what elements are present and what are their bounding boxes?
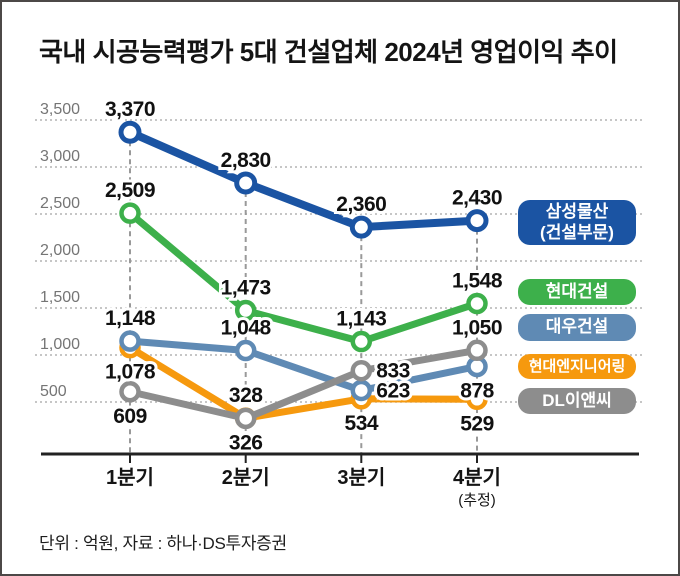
value-label-samsung-ct: 2,430	[452, 187, 502, 210]
data-point-hyundai-ec	[234, 299, 257, 322]
data-point-dl-enc	[466, 339, 488, 362]
data-point-daewoo-ec	[350, 379, 373, 402]
data-point-samsung-ct	[234, 171, 258, 195]
series-line-hyundai-eng	[126, 344, 481, 422]
value-label-hyundai-eng: 534	[345, 412, 379, 435]
x-axis-label: 2분기	[222, 466, 270, 489]
data-point-samsung-ct	[118, 120, 142, 144]
y-axis-tick-label: 2,500	[40, 195, 80, 212]
series-line-samsung-ct	[126, 128, 481, 232]
x-axis-label: 3분기	[337, 466, 385, 489]
data-point-hyundai-ec	[350, 330, 373, 353]
data-point-daewoo-ec	[119, 330, 141, 352]
value-label-hyundai-ec: 1,473	[221, 277, 271, 300]
value-label-samsung-ct: 3,370	[105, 98, 155, 121]
data-point-dl-enc	[119, 381, 141, 403]
series-line-hyundai-ec	[126, 209, 481, 346]
chart-title: 국내 시공능력평가 5대 건설업체 2024년 영업이익 추이	[39, 37, 618, 67]
data-point-daewoo-ec	[234, 339, 257, 362]
x-axis-label: 4분기	[453, 466, 501, 489]
data-point-samsung-ct	[349, 215, 373, 239]
y-axis-tick-label: 500	[40, 383, 67, 400]
value-label-dl-enc: 326	[229, 431, 263, 454]
series-line-dl-enc	[126, 346, 481, 422]
value-label-hyundai-ec: 1,143	[336, 308, 386, 331]
value-label-daewoo-ec: 623	[376, 379, 410, 402]
value-label-samsung-ct: 2,360	[336, 193, 386, 216]
value-label-samsung-ct: 2,830	[221, 149, 271, 172]
data-point-dl-enc	[234, 407, 257, 430]
data-point-hyundai-ec	[466, 292, 488, 315]
value-label-hyundai-eng: 529	[460, 412, 494, 435]
y-axis-tick-label: 3,000	[40, 148, 80, 165]
value-label-dl-enc: 609	[113, 405, 147, 428]
data-point-hyundai-eng	[466, 388, 488, 411]
value-label-daewoo-ec: 1,148	[105, 307, 156, 330]
data-point-samsung-ct	[465, 209, 489, 233]
source-note: 단위 : 억원, 자료 : 하나·DS투자증권	[39, 534, 287, 553]
y-axis-tick-label: 1,000	[40, 336, 80, 353]
value-label-hyundai-eng: 328	[229, 384, 263, 407]
data-point-dl-enc	[350, 359, 373, 382]
value-label-hyundai-eng: 1,078	[105, 361, 156, 384]
value-label-hyundai-ec: 2,509	[105, 179, 155, 202]
y-axis-tick-label: 1,500	[40, 289, 80, 306]
value-label-dl-enc: 833	[376, 360, 410, 383]
series-line-daewoo-ec	[126, 337, 481, 394]
y-axis-tick-label: 2,000	[40, 242, 80, 259]
x-axis-sub-label: (추정)	[458, 492, 496, 509]
value-label-daewoo-ec: 1,048	[221, 316, 272, 339]
x-axis-label: 1분기	[106, 466, 154, 489]
value-label-hyundai-ec: 1,548	[452, 269, 503, 292]
value-label-dl-enc: 1,050	[452, 316, 502, 339]
data-point-hyundai-ec	[119, 202, 141, 224]
value-label-daewoo-ec: 878	[460, 379, 494, 402]
y-axis-tick-label: 3,500	[40, 101, 80, 118]
